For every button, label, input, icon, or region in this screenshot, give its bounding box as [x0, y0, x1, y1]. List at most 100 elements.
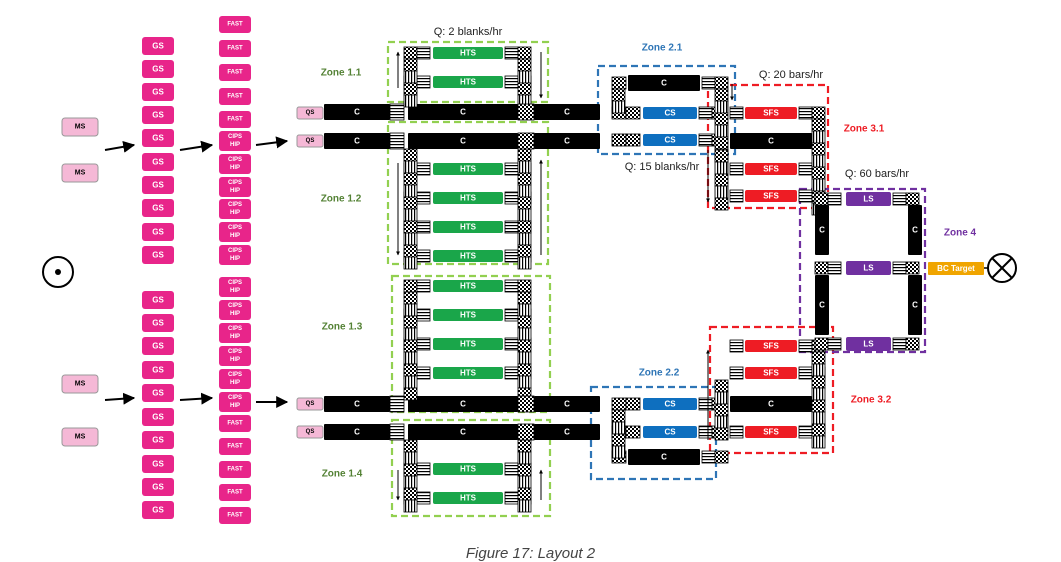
stripe-tile: [811, 387, 826, 401]
stripe-tile: [403, 327, 418, 341]
checker-tile: [714, 450, 729, 464]
stripe-tile: [798, 162, 813, 176]
hts-machine-label: HTS: [460, 165, 477, 174]
checker-tile: [517, 58, 532, 72]
gs-machine-label: GS: [152, 296, 164, 305]
gs-machine-label: GS: [152, 319, 164, 328]
stripe-tile: [827, 261, 842, 275]
c-conveyor-label: C: [564, 428, 570, 437]
checker-tile: [811, 423, 826, 437]
stripe-tile: [729, 339, 744, 353]
qs-machine-label: QS: [306, 110, 315, 116]
stripe-tile: [403, 499, 418, 513]
hts-machine-label: HTS: [460, 494, 477, 503]
c-conveyor-label: C: [354, 137, 360, 146]
gs-machine-label: GS: [152, 65, 164, 74]
cs-machine-label: CS: [664, 428, 676, 437]
c-conveyor-label: C: [460, 400, 466, 409]
c-conveyor: [324, 104, 390, 120]
ls-machine: [846, 192, 891, 206]
checker-tile: [403, 279, 418, 293]
stripe-tile: [714, 161, 729, 175]
cs-machine-label: CS: [664, 109, 676, 118]
cips-hip-machine: [219, 323, 251, 343]
stripe-tile: [504, 162, 519, 176]
zone-2-2-label: Zone 2.2: [639, 368, 680, 379]
zone-3-2-label: Zone 3.2: [851, 395, 892, 406]
gs-machine-label: GS: [152, 366, 164, 375]
checker-tile: [611, 433, 626, 447]
c-conveyor: [324, 396, 390, 412]
sfs-machine: [745, 340, 797, 352]
stripe-tile: [416, 337, 431, 351]
checker-tile: [611, 133, 627, 147]
hts-machine-label: HTS: [460, 369, 477, 378]
checker-tile: [517, 463, 532, 477]
checker-tile: [517, 148, 532, 162]
stripe-tile: [416, 220, 431, 234]
gs-machine-label: GS: [152, 460, 164, 469]
ms-machine: [61, 163, 99, 183]
fast-machine: [219, 64, 251, 81]
cross-stroke: [991, 257, 1013, 279]
checker-tile: [517, 423, 535, 441]
c-conveyor: [408, 396, 518, 412]
gs-machine-label: GS: [152, 413, 164, 422]
stripe-tile: [403, 303, 418, 317]
stripe-tile: [416, 491, 431, 505]
hts-machine: [433, 221, 503, 233]
checker-tile: [403, 315, 418, 329]
stripe-tile: [714, 124, 729, 138]
hip-label: HIP: [230, 256, 240, 262]
c-conveyor-label: C: [460, 428, 466, 437]
c-conveyor-label: C: [661, 453, 667, 462]
stripe-tile: [892, 337, 907, 351]
stripe-tile: [504, 366, 519, 380]
stripe-tile: [403, 184, 418, 198]
hip-label: HIP: [230, 188, 240, 194]
gs-machine-label: GS: [152, 158, 164, 167]
stripe-tile: [798, 425, 813, 439]
stripe-tile: [403, 451, 418, 465]
checker-tile: [811, 166, 826, 180]
fast-machine-label: FAST: [227, 94, 243, 100]
checker-tile: [811, 118, 826, 132]
cips-label: CIPS: [228, 202, 242, 208]
stripe-tile: [517, 184, 532, 198]
qs-machine-label: QS: [306, 429, 315, 435]
checker-tile: [811, 375, 826, 389]
fast-machine: [219, 507, 251, 524]
ms-machine: [61, 117, 99, 137]
checker-tile: [714, 76, 729, 90]
checker-tile: [625, 425, 641, 439]
c-conveyor-label: C: [819, 301, 825, 310]
hts-machine: [433, 309, 503, 321]
zone-2-1-label: Zone 2.1: [642, 43, 683, 54]
cips-hip-machine: [219, 245, 251, 265]
stripe-tile: [698, 425, 713, 439]
checker-tile: [905, 192, 920, 206]
stripe-tile: [389, 132, 405, 150]
ms-machine-label: MS: [75, 434, 86, 441]
stripe-tile: [517, 475, 532, 489]
stripe-tile: [416, 46, 431, 60]
stripe-tile: [504, 249, 519, 263]
flow-arrow: [104, 140, 136, 153]
gs-machine: [142, 408, 174, 426]
stripe-tile: [517, 232, 532, 246]
checker-tile: [517, 244, 532, 258]
stripe-tile: [798, 339, 813, 353]
cips-label: CIPS: [228, 372, 242, 378]
cips-label: CIPS: [228, 180, 242, 186]
checker-tile: [403, 220, 418, 234]
sfs-machine-label: SFS: [763, 109, 779, 118]
checker-tile: [611, 76, 627, 90]
stripe-tile: [504, 308, 519, 322]
checker-tile: [517, 315, 532, 329]
stripe-tile: [811, 363, 826, 377]
hip-label: HIP: [230, 334, 240, 340]
rate-annotation: Q: 15 blanks/hr: [625, 161, 700, 173]
c-conveyor-label: C: [564, 108, 570, 117]
zone-1-1-label: Zone 1.1: [321, 68, 362, 79]
c-conveyor: [408, 104, 518, 120]
